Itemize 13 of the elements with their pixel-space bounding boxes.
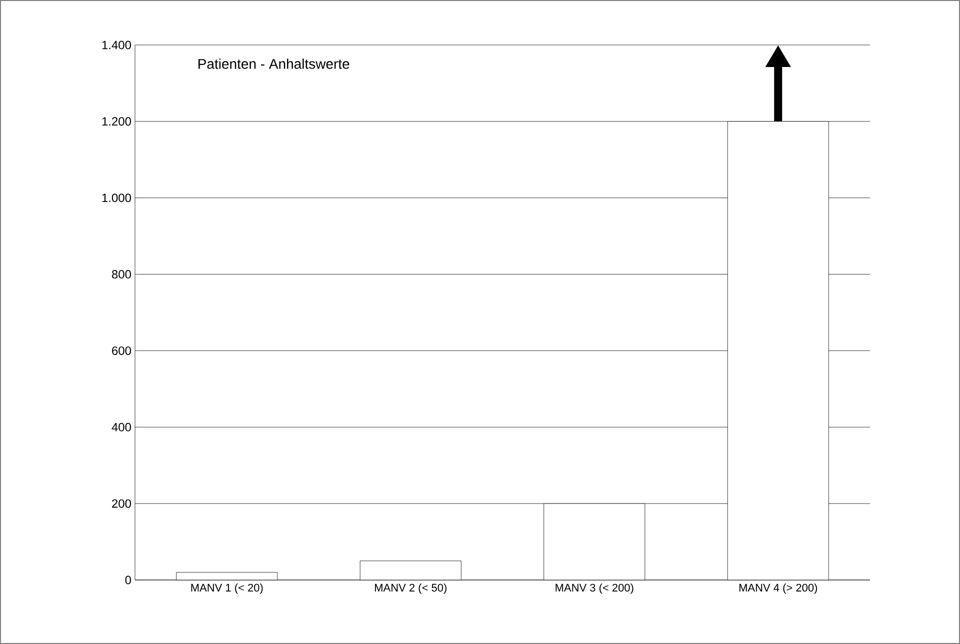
y-tick-label: 600 [112, 346, 132, 355]
y-tick-label: 800 [112, 270, 132, 279]
x-tick-label: MANV 1 (< 20) [191, 584, 263, 594]
text: Patienten - Anhaltswerte [198, 58, 350, 69]
y-tick-label: 1.200 [102, 117, 132, 126]
y-tick-label: 200 [112, 499, 132, 508]
y-tick-label: 1.000 [102, 194, 132, 202]
y-tick-label: 0 [125, 576, 132, 584]
y-tick-label: 400 [112, 422, 132, 432]
x-tick-label: MANV 4 (> 200) [739, 584, 818, 594]
x-tick-label: MANV 3 (< 200) [556, 584, 634, 594]
y-tick-label: 1.400 [102, 40, 132, 50]
x-tick-label: MANV 2 (< 50) [375, 584, 446, 594]
